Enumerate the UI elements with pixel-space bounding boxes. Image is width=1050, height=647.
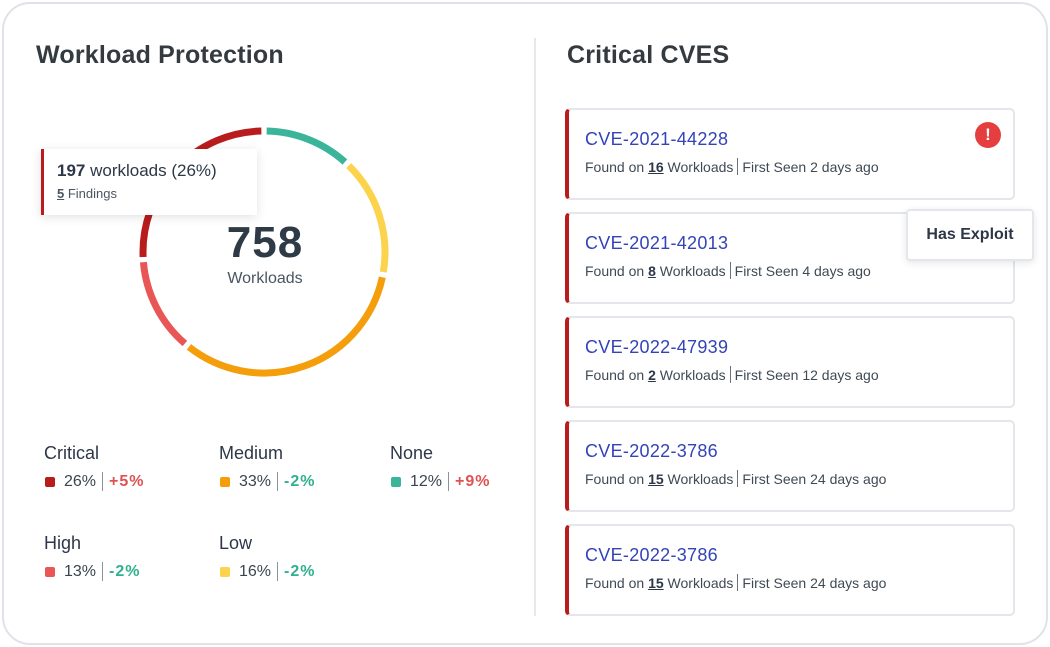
- donut-slice-medium[interactable]: [186, 276, 386, 377]
- cve-card[interactable]: CVE-2022-3786 Found on 15 Workloads First…: [565, 524, 1015, 616]
- tooltip-findings: 5 Findings: [57, 186, 117, 201]
- legend-change: -2%: [284, 472, 316, 490]
- workload-count-link[interactable]: 2: [648, 367, 656, 383]
- legend-label: None: [390, 443, 434, 463]
- cve-card[interactable]: CVE-2022-3786 Found on 15 Workloads First…: [565, 420, 1015, 512]
- panel-divider: [534, 38, 536, 616]
- workload-count-link[interactable]: 16: [648, 159, 664, 175]
- donut-slice-none[interactable]: [266, 127, 348, 165]
- cve-meta: Found on 15 Workloads First Seen 24 days …: [585, 574, 887, 591]
- legend-label: High: [44, 533, 82, 553]
- cve-meta: Found on 8 Workloads First Seen 4 days ag…: [585, 262, 871, 279]
- legend-item-high[interactable]: High 13% -2%: [44, 533, 140, 581]
- legend-percent: 26%: [64, 472, 97, 490]
- legend-change: -2%: [109, 562, 141, 580]
- legend-label: Critical: [44, 443, 100, 463]
- critical-cves-title: Critical CVES: [567, 41, 730, 69]
- cve-id-link[interactable]: CVE-2022-47939: [585, 337, 729, 357]
- legend-item-low[interactable]: Low 16% -2%: [219, 533, 315, 581]
- legend-percent: 13%: [64, 562, 97, 580]
- legend-swatch: [45, 566, 55, 577]
- legend-change: -2%: [284, 562, 316, 580]
- legend-swatch: [220, 476, 230, 487]
- legend-change: +9%: [455, 472, 491, 490]
- cve-id-link[interactable]: CVE-2021-42013: [585, 233, 729, 253]
- donut-slice-high[interactable]: [139, 261, 188, 347]
- legend-item-none[interactable]: None 12% +9%: [390, 443, 491, 491]
- legend-percent: 12%: [410, 472, 443, 490]
- cve-id-link[interactable]: CVE-2022-3786: [585, 545, 718, 565]
- legend-percent: 33%: [239, 472, 272, 490]
- workload-count-link[interactable]: 8: [648, 263, 656, 279]
- legend-swatch: [391, 476, 401, 487]
- donut-total-value: 758: [226, 218, 304, 267]
- donut-total-label: Workloads: [227, 270, 303, 287]
- cve-id-link[interactable]: CVE-2021-44228: [585, 129, 729, 149]
- cve-id-link[interactable]: CVE-2022-3786: [585, 441, 718, 461]
- workload-count-link[interactable]: 15: [648, 471, 664, 487]
- legend-change: +5%: [109, 472, 145, 490]
- cve-card[interactable]: CVE-2022-47939 Found on 2 Workloads First…: [565, 316, 1015, 408]
- exploit-alert-icon[interactable]: !: [975, 122, 1001, 148]
- cve-meta: Found on 2 Workloads First Seen 12 days a…: [585, 366, 879, 383]
- donut-slice-low[interactable]: [346, 163, 389, 273]
- legend-label: Medium: [219, 443, 284, 463]
- legend-item-medium[interactable]: Medium 33% -2%: [219, 443, 315, 491]
- legend-swatch: [45, 476, 55, 487]
- workload-count-link[interactable]: 15: [648, 575, 664, 591]
- workload-protection-title: Workload Protection: [36, 41, 284, 69]
- cve-card[interactable]: CVE-2021-44228 Found on 16 Workloads Firs…: [565, 108, 1015, 200]
- legend-item-critical[interactable]: Critical 26% +5%: [44, 443, 145, 491]
- donut-tooltip: 197 workloads (26%) 5 Findings: [41, 149, 257, 215]
- legend-percent: 16%: [239, 562, 272, 580]
- has-exploit-tooltip: Has Exploit: [906, 209, 1034, 261]
- cve-meta: Found on 16 Workloads First Seen 2 days a…: [585, 158, 879, 175]
- tooltip-workloads: 197 workloads (26%): [57, 161, 217, 180]
- legend-label: Low: [219, 533, 253, 553]
- legend-swatch: [220, 566, 230, 577]
- cve-meta: Found on 15 Workloads First Seen 24 days …: [585, 470, 887, 487]
